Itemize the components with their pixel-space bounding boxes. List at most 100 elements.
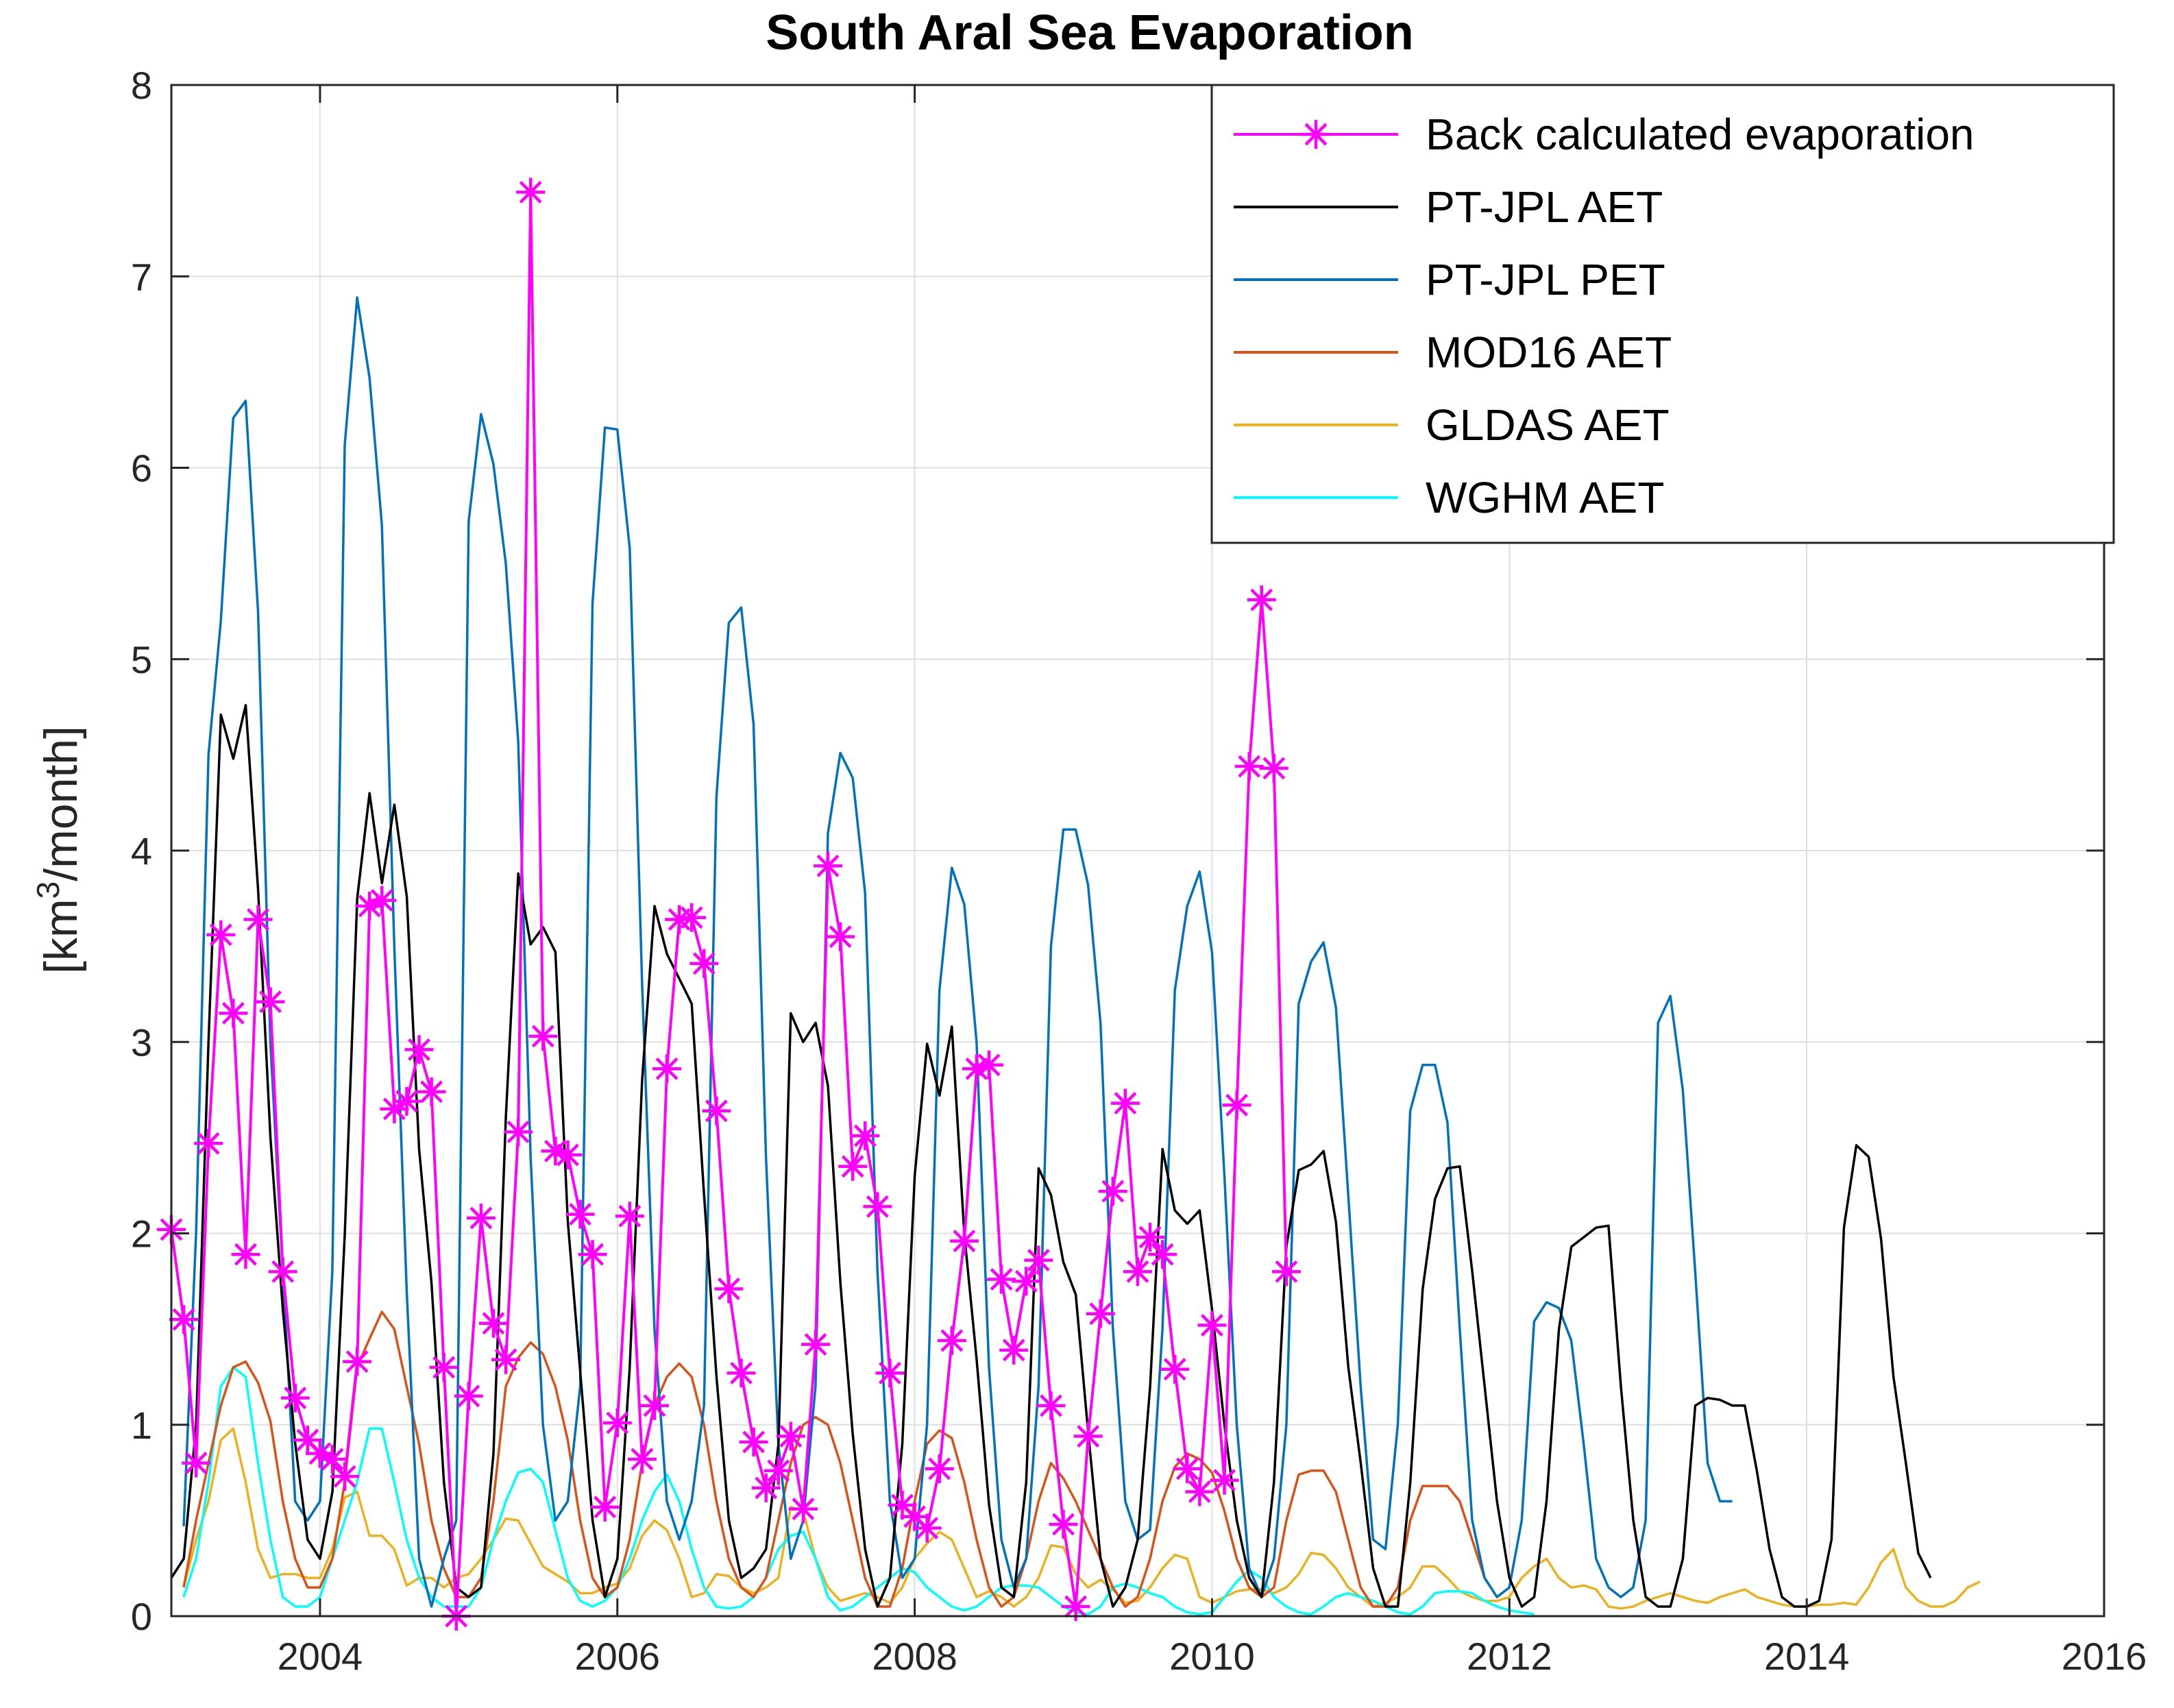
marker-stroke xyxy=(432,1356,456,1379)
marker-stroke xyxy=(221,1001,245,1025)
marker-stroke xyxy=(1151,1243,1174,1266)
data-point-back-calculated-evaporation xyxy=(714,1274,744,1304)
series-line-wghm-aet xyxy=(182,1366,1535,1615)
marker-stroke xyxy=(594,1496,617,1519)
data-point-back-calculated-evaporation xyxy=(788,1494,818,1524)
marker-stroke xyxy=(618,1204,642,1228)
data-point-back-calculated-evaporation xyxy=(343,1347,372,1376)
marker-stroke xyxy=(531,1025,554,1048)
data-point-back-calculated-evaporation xyxy=(1185,1477,1214,1506)
legend-marker-back-calculated-evaporation xyxy=(1302,120,1330,149)
data-point-back-calculated-evaporation xyxy=(1259,753,1288,783)
data-point-back-calculated-evaporation xyxy=(194,1129,223,1158)
data-point-back-calculated-evaporation xyxy=(838,1151,868,1181)
data-point-back-calculated-evaporation xyxy=(1148,1240,1177,1269)
series-line-pt-jpl-aet xyxy=(170,704,1932,1608)
data-point-back-calculated-evaporation xyxy=(1073,1422,1103,1451)
data-point-back-calculated-evaporation xyxy=(627,1445,657,1474)
data-point-back-calculated-evaporation xyxy=(466,1204,496,1233)
marker-stroke xyxy=(816,854,840,877)
marker-stroke xyxy=(345,1350,369,1374)
data-point-back-calculated-evaporation xyxy=(404,1035,434,1064)
marker-stroke xyxy=(953,1230,976,1253)
data-point-back-calculated-evaporation xyxy=(776,1422,805,1451)
marker-stroke xyxy=(408,1038,430,1061)
marker-stroke xyxy=(767,1459,790,1483)
data-point-back-calculated-evaporation xyxy=(739,1427,768,1456)
data-point-back-calculated-evaporation xyxy=(1036,1391,1066,1420)
legend-label-pt-jpl-aet: PT-JPL AET xyxy=(1426,182,1663,232)
marker-stroke xyxy=(718,1278,740,1300)
marker-stroke xyxy=(247,908,269,931)
marker-stroke xyxy=(1002,1339,1025,1362)
legend: Back calculated evaporation PT-JPL AET PT-… xyxy=(1210,84,2115,544)
data-point-back-calculated-evaporation xyxy=(504,1117,533,1147)
y-tick-label: 8 xyxy=(131,64,152,107)
data-point-back-calculated-evaporation xyxy=(169,1305,199,1334)
marker-stroke xyxy=(1101,1180,1125,1203)
marker-stroke xyxy=(321,1448,344,1471)
marker-stroke xyxy=(494,1348,517,1371)
y-tick-label: 2 xyxy=(131,1212,152,1256)
marker-stroke xyxy=(1250,588,1273,611)
data-point-back-calculated-evaporation xyxy=(417,1077,446,1106)
data-point-back-calculated-evaporation xyxy=(814,851,843,881)
data-point-back-calculated-evaporation xyxy=(367,886,397,915)
data-point-back-calculated-evaporation xyxy=(1136,1223,1165,1252)
marker-stroke xyxy=(692,952,716,975)
data-point-back-calculated-evaporation xyxy=(751,1473,781,1502)
data-point-back-calculated-evaporation xyxy=(318,1445,347,1474)
data-point-back-calculated-evaporation xyxy=(330,1462,360,1491)
marker-stroke xyxy=(680,906,703,929)
data-point-back-calculated-evaporation xyxy=(1098,1177,1127,1206)
marker-stroke xyxy=(209,923,232,947)
marker-stroke xyxy=(853,1124,877,1147)
data-point-back-calculated-evaporation xyxy=(875,1358,905,1388)
marker-stroke xyxy=(457,1384,480,1408)
marker-stroke xyxy=(606,1411,629,1435)
data-point-back-calculated-evaporation xyxy=(578,1240,607,1269)
y-axis-label: [km3/month] xyxy=(30,726,87,974)
data-point-back-calculated-evaporation xyxy=(206,920,236,949)
marker-stroke xyxy=(1262,757,1286,780)
data-point-back-calculated-evaporation xyxy=(702,1096,731,1125)
marker-stroke xyxy=(1188,1480,1211,1503)
data-point-back-calculated-evaporation xyxy=(987,1265,1016,1294)
data-point-back-calculated-evaporation xyxy=(602,1408,632,1437)
legend-label-pt-jpl-pet: PT-JPL PET xyxy=(1426,255,1665,304)
legend-label-wghm-aet: WGHM AET xyxy=(1426,473,1664,522)
marker-stroke xyxy=(1213,1469,1236,1492)
data-point-back-calculated-evaporation xyxy=(1012,1267,1041,1296)
marker-stroke xyxy=(296,1428,319,1452)
x-tick-label: 2014 xyxy=(1764,1635,1850,1678)
data-point-back-calculated-evaporation xyxy=(231,1240,260,1269)
marker-stroke xyxy=(965,1057,988,1080)
marker-stroke xyxy=(1163,1358,1186,1381)
marker-stroke xyxy=(259,990,282,1014)
chart-title: South Aral Sea Evaporation xyxy=(766,5,1414,60)
data-point-back-calculated-evaporation xyxy=(1049,1509,1078,1539)
marker-stroke xyxy=(879,1361,901,1384)
data-point-back-calculated-evaporation xyxy=(615,1201,644,1231)
data-point-back-calculated-evaporation xyxy=(565,1199,595,1229)
marker-stroke xyxy=(916,1517,939,1539)
marker-stroke xyxy=(1089,1302,1112,1326)
marker-stroke xyxy=(569,1203,591,1226)
marker-stroke xyxy=(866,1195,889,1218)
y-tick-label: 1 xyxy=(131,1404,152,1447)
marker-stroke xyxy=(519,180,542,204)
marker-stroke xyxy=(631,1448,654,1471)
data-point-back-calculated-evaporation xyxy=(491,1345,521,1374)
marker-stroke xyxy=(284,1387,307,1410)
marker-stroke xyxy=(333,1465,356,1488)
x-tick-label: 2010 xyxy=(1169,1635,1255,1678)
data-point-back-calculated-evaporation xyxy=(429,1352,459,1382)
data-point-back-calculated-evaporation xyxy=(392,1086,422,1116)
marker-stroke xyxy=(1114,1092,1137,1115)
marker-stroke xyxy=(655,1057,679,1080)
marker-stroke xyxy=(1040,1394,1062,1417)
marker-stroke xyxy=(184,1452,208,1475)
data-point-back-calculated-evaporation xyxy=(640,1391,669,1420)
data-point-back-calculated-evaporation xyxy=(1123,1257,1152,1286)
data-point-back-calculated-evaporation xyxy=(689,949,719,978)
